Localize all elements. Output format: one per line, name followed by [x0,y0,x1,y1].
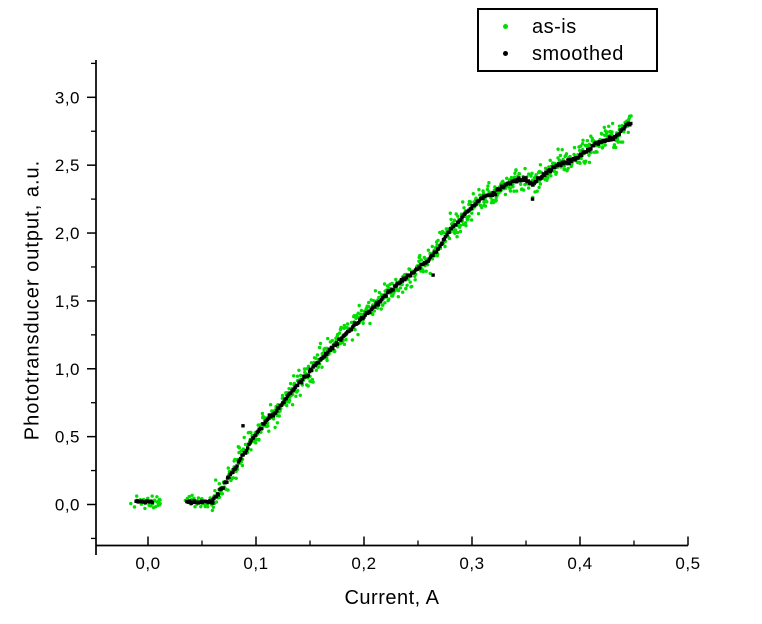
legend-label-as-is: as-is [532,15,577,38]
y-axis-title: Phototransducer output, a.u. [21,159,44,441]
series-smoothed-points [134,121,633,505]
legend-entry-smoothed: smoothed [493,44,656,64]
as-is-marker-icon [503,24,508,29]
x-tick-label: 0,1 [243,554,268,573]
legend: as-is smoothed [477,8,658,72]
y-tick-label: 3,0 [55,88,80,107]
axis-tick-labels: 0,0 0,1 0,2 0,3 0,4 0,5 0,0 0,5 1,0 1,5 2,0 2,5 3,0 [55,88,700,573]
x-tick-label: 0,2 [351,554,376,573]
x-axis-title: Current, A [344,587,440,609]
series-as-is-points [129,114,633,513]
y-tick-label: 2,5 [55,156,80,175]
smoothed-marker-icon [503,51,508,56]
x-tick-label: 0,3 [459,554,484,573]
y-tick-label: 1,0 [55,360,80,379]
y-tick-label: 1,5 [55,292,80,311]
y-tick-label: 0,0 [55,496,80,515]
y-tick-label: 0,5 [55,428,80,447]
x-tick-label: 0,0 [135,554,160,573]
axes [87,60,689,555]
legend-entry-as-is: as-is [493,17,656,37]
x-tick-label: 0,4 [567,554,592,573]
legend-label-smoothed: smoothed [532,42,624,65]
x-tick-label: 0,5 [675,554,700,573]
y-tick-label: 2,0 [55,224,80,243]
